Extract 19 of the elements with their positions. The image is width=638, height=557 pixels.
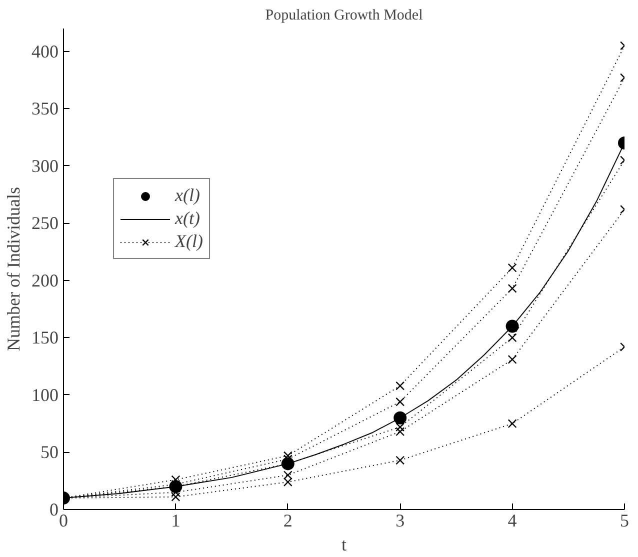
- legend-label: X(l): [175, 231, 203, 252]
- x-tick-label: 4: [508, 510, 517, 530]
- y-tick-label: 250: [32, 213, 58, 234]
- y-axis-title: Number of Individuals: [4, 187, 24, 351]
- x-tick-label: 3: [396, 510, 405, 530]
- y-tick-label: 200: [32, 270, 58, 290]
- x-axis-title: t: [342, 534, 347, 554]
- chart-title: Population Growth Model: [265, 8, 423, 24]
- legend-label: x(t): [175, 208, 200, 229]
- y-tick-label: 350: [32, 98, 58, 119]
- y-tick-label: 150: [32, 328, 58, 348]
- legend-label: x(l): [175, 185, 200, 206]
- x-tick-label: 1: [171, 510, 180, 530]
- y-tick-label: 400: [32, 41, 58, 62]
- x-tick-label: 5: [620, 510, 629, 530]
- y-tick-label: 50: [40, 442, 58, 462]
- y-tick-label: 300: [32, 156, 58, 176]
- y-tick-label: 100: [32, 384, 58, 405]
- x-tick-label: 2: [283, 510, 292, 530]
